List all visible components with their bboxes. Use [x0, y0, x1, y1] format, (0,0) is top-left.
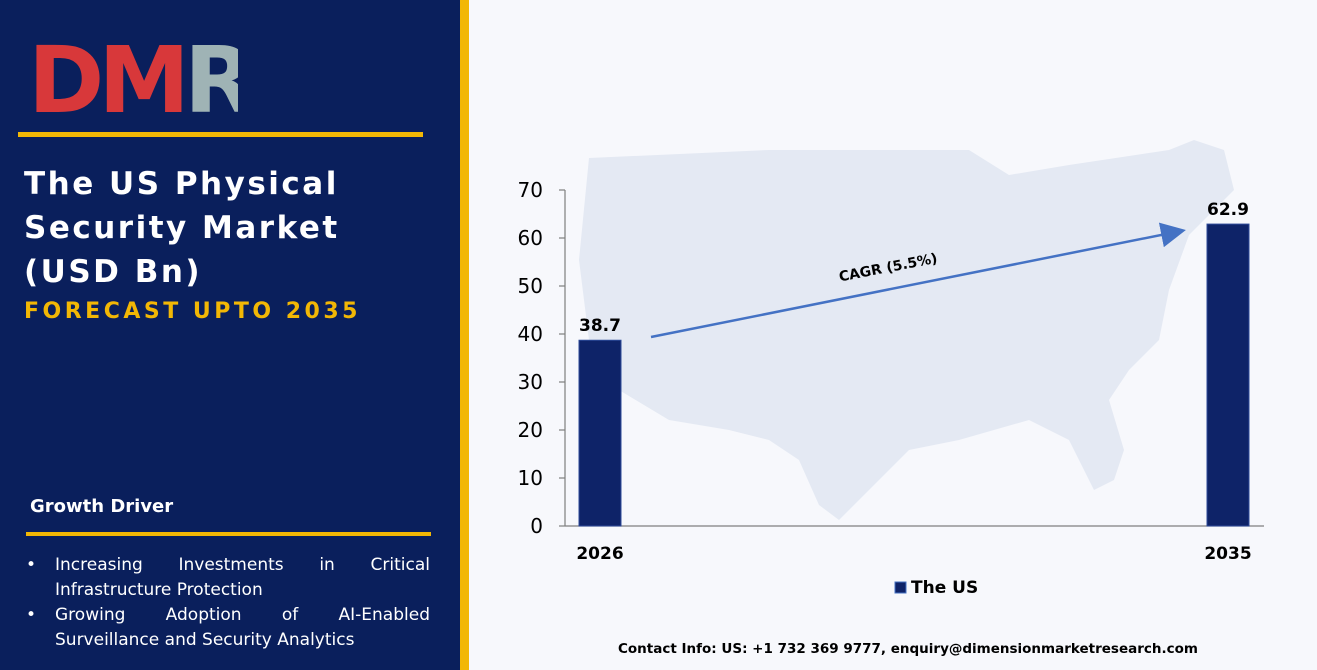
legend-label: The US — [911, 578, 978, 598]
logo-letter-m: M — [98, 38, 184, 120]
growth-driver-item-text: Growing Adoption of AI-Enabled Surveilla… — [55, 605, 430, 650]
y-tick-label: 20 — [518, 418, 543, 442]
bar — [1206, 223, 1250, 527]
left-panel: DMR The US Physical Security Market (USD… — [0, 0, 460, 670]
legend-swatch — [894, 581, 907, 594]
logo-rule — [18, 132, 423, 137]
data-labels: 38.7 62.9 — [579, 200, 1249, 336]
y-tick-label: 70 — [518, 178, 543, 202]
page-title: The US Physical Security Market (USD Bn) — [24, 166, 340, 290]
y-tick-label: 60 — [518, 226, 543, 250]
growth-driver-item: • Growing Adoption of AI-Enabled Surveil… — [26, 603, 430, 653]
y-tick-label: 0 — [530, 514, 543, 538]
page-subtitle: FORECAST UPTO 2035 — [24, 299, 361, 324]
data-label: 62.9 — [1207, 200, 1249, 220]
bullet-icon: • — [26, 555, 37, 575]
gold-divider — [460, 0, 469, 670]
y-tick-label: 50 — [518, 274, 543, 298]
bar — [578, 339, 622, 527]
dmr-logo: DMR — [28, 38, 238, 120]
y-tick-label: 10 — [518, 466, 543, 490]
contact-info: Contact Info: US: +1 732 369 9777, enqui… — [618, 641, 1198, 657]
growth-driver-item-text: Increasing Investments in Critical Infra… — [55, 555, 430, 600]
legend: The US — [894, 578, 978, 598]
bullet-icon: • — [26, 605, 37, 625]
us-map-silhouette — [579, 140, 1234, 520]
chart-area: 0 10 20 30 40 50 60 70 38.7 62.9 2026 2035 CAGR (… — [469, 0, 1317, 670]
growth-driver-rule — [26, 532, 431, 536]
y-axis: 0 10 20 30 40 50 60 70 — [518, 178, 1264, 538]
cagr-arrow — [650, 222, 1186, 339]
growth-driver-item: • Increasing Investments in Critical Inf… — [26, 553, 430, 603]
logo-letter-d: D — [28, 38, 100, 120]
growth-driver-heading: Growth Driver — [30, 496, 174, 517]
y-tick-label: 40 — [518, 322, 543, 346]
growth-driver-list: • Increasing Investments in Critical Inf… — [26, 553, 430, 653]
x-axis-labels: 2026 2035 — [576, 544, 1251, 564]
x-tick-label: 2035 — [1204, 544, 1251, 564]
x-tick-label: 2026 — [576, 544, 623, 564]
bars — [578, 223, 1250, 527]
logo-letter-r: R — [184, 38, 238, 120]
y-tick-label: 30 — [518, 370, 543, 394]
svg-text:DMR: DMR — [28, 38, 238, 120]
data-label: 38.7 — [579, 316, 621, 336]
